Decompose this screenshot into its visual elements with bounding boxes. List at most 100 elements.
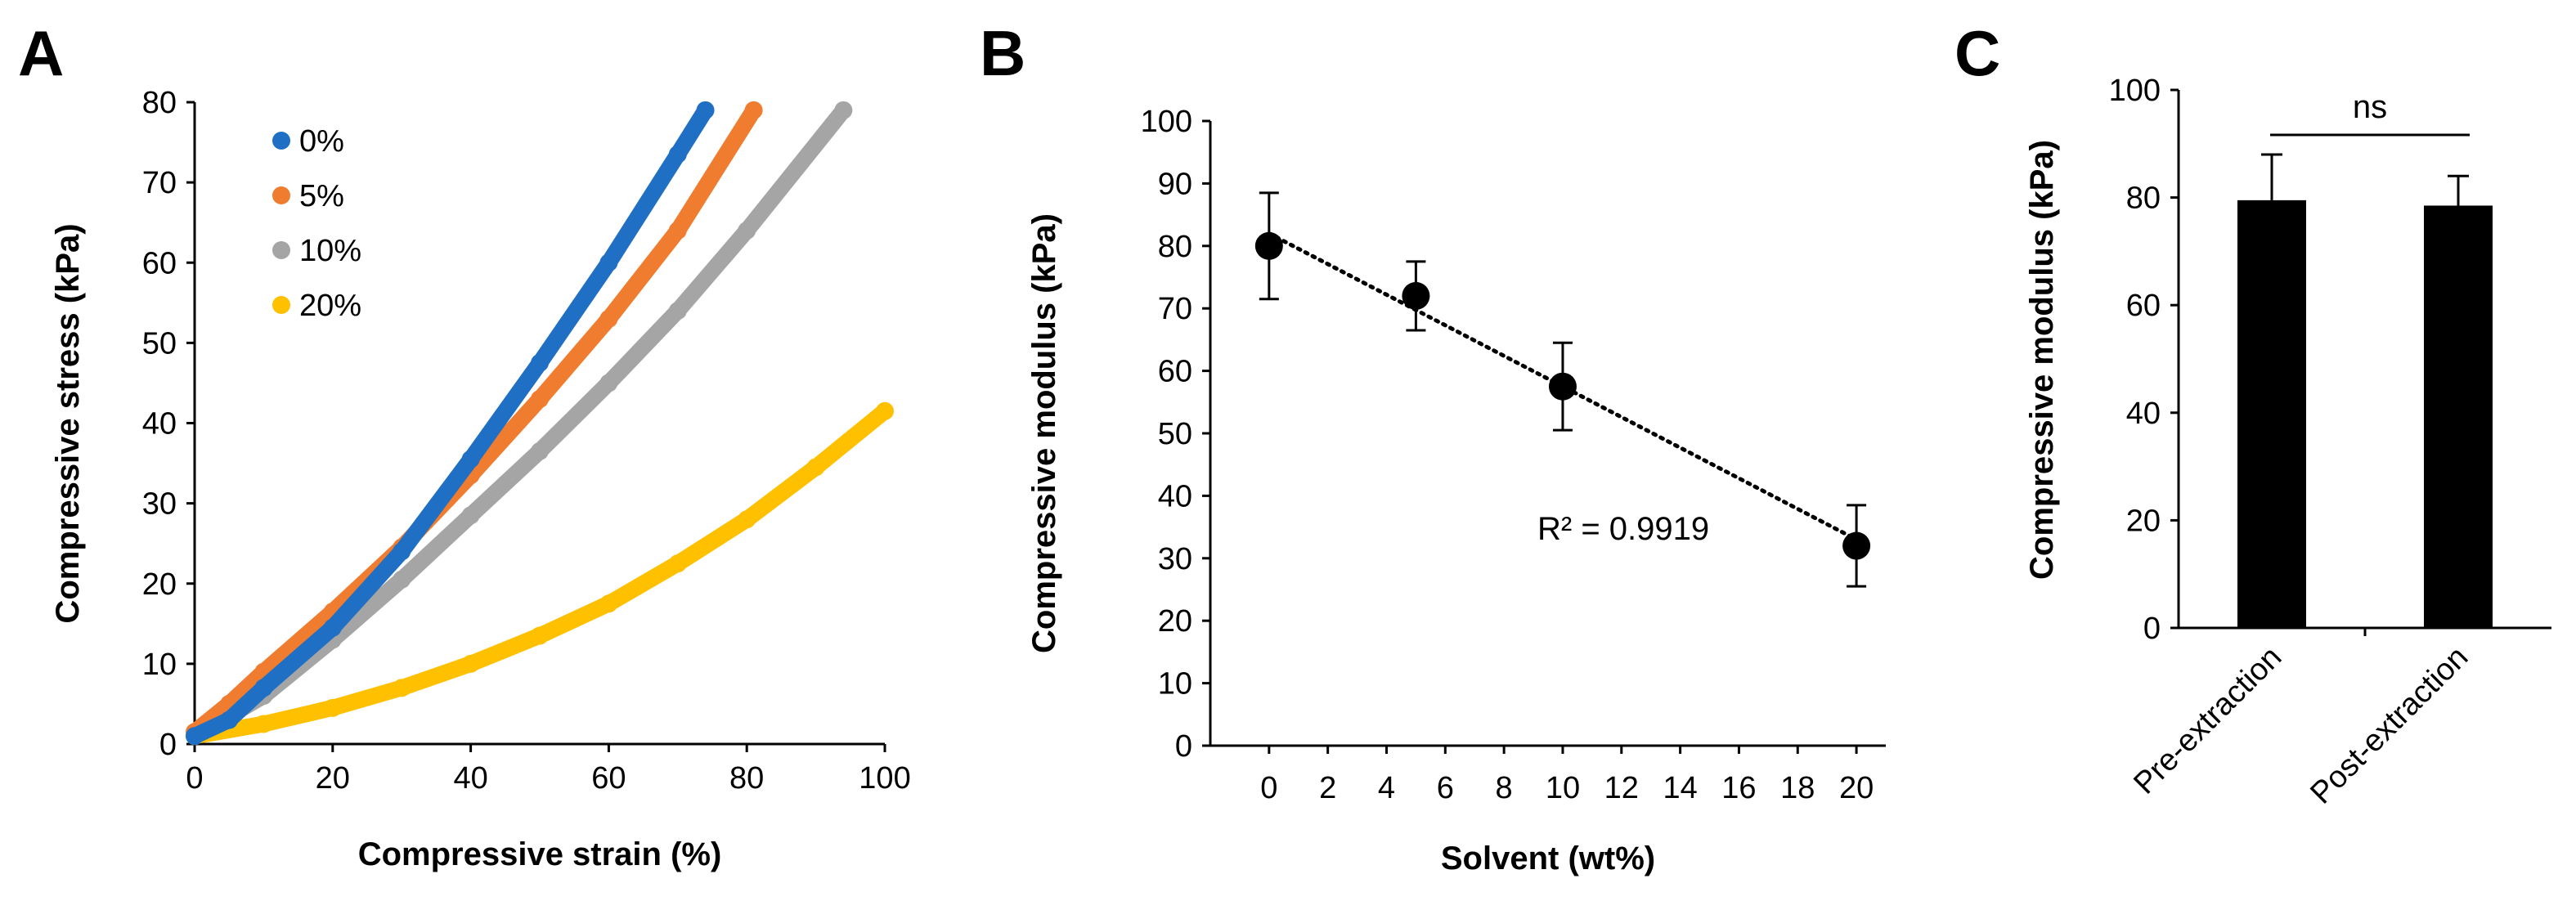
panel-b-x-tick-label: 18	[1780, 771, 1815, 805]
panel-c-bar	[2424, 205, 2493, 629]
panel-a-data-point	[744, 101, 763, 119]
panel-a-y-tick-labels: 0 10 20 30 40 50 60 70 80	[142, 86, 177, 762]
panel-a-legend-marker	[272, 296, 290, 314]
panel-a-data-point	[254, 715, 273, 733]
panel-a-x-tick-label: 60	[591, 761, 626, 796]
panel-c-bars	[2237, 199, 2493, 629]
panel-a-data-point	[876, 401, 894, 420]
panel-a-series-line-0%	[186, 101, 714, 745]
panel-a-y-tick-label: 40	[142, 407, 177, 442]
panel-a-data-point	[738, 510, 756, 529]
panel-a-letter: A	[18, 17, 64, 89]
panel-b-data-point	[1548, 372, 1577, 401]
panel-c-y-axis-title: Compressive modulus (kPa)	[2024, 140, 2060, 580]
panel-b-x-tick-label: 14	[1663, 771, 1697, 805]
panel-c-y-tick-label: 100	[2109, 74, 2161, 108]
panel-c-x-tick-labels: Pre-extraction Post-extraction	[2127, 640, 2475, 811]
panel-a-data-point	[696, 101, 715, 119]
panel-a-y-tick-label: 50	[142, 326, 177, 361]
panel-a-data-point	[668, 554, 687, 573]
panel-b-data-point	[1254, 231, 1283, 260]
panel-b-r-squared: R² = 0.9919	[1537, 511, 1709, 547]
panel-b-x-tick-label: 10	[1546, 771, 1580, 805]
panel-b: B 0 10 20 30 40 50 60 70 80 90 100 0 2 4 6 8 10 12 14 16 18…	[980, 17, 1886, 876]
panel-b-x-tick-label: 4	[1378, 771, 1395, 805]
panel-a-data-point	[531, 442, 549, 460]
panel-a-legend-marker	[272, 241, 290, 259]
panel-a-data-point	[599, 309, 618, 328]
panel-b-y-tick-label: 90	[1158, 167, 1192, 201]
panel-a-data-point	[393, 570, 411, 589]
panel-a-data-point	[531, 626, 549, 645]
panel-c-x-tick-label: Pre-extraction	[2127, 640, 2288, 801]
panel-a-x-tick-label: 80	[729, 761, 764, 796]
panel-a-data-point	[186, 727, 204, 746]
panel-b-y-tick-label: 40	[1158, 479, 1192, 513]
panel-b-x-tick-labels: 0 2 4 6 8 10 12 14 16 18 20	[1260, 771, 1874, 805]
panel-b-x-tick-label: 2	[1319, 771, 1336, 805]
panel-c-tick-marks	[2170, 88, 2367, 636]
panel-b-y-tick-label: 10	[1158, 667, 1192, 702]
panel-a-data-point	[668, 222, 687, 240]
panel-a-data-point	[531, 390, 549, 409]
panel-a-data-point	[461, 506, 480, 525]
panel-a-data-point	[599, 594, 618, 613]
panel-a-data-point	[220, 711, 239, 729]
panel-a: A 0 10 20 30 40 50 60 70 80 0 20 40 60 80 100 0% 5% 10%…	[18, 17, 911, 872]
panel-a-legend-label: 0%	[299, 124, 344, 159]
panel-b-x-tick-label: 6	[1437, 771, 1454, 805]
panel-b-y-tick-label: 60	[1158, 355, 1192, 389]
panel-b-x-tick-label: 16	[1721, 771, 1756, 805]
panel-c-y-tick-label: 0	[2143, 612, 2161, 646]
panel-a-y-tick-label: 20	[142, 567, 177, 602]
panel-a-y-tick-label: 30	[142, 487, 177, 522]
panel-c-error-bars	[2261, 153, 2469, 206]
panel-a-data-point	[806, 458, 825, 477]
panel-a-legend: 0% 5% 10% 20%	[272, 124, 361, 323]
panel-b-data-point	[1842, 531, 1871, 560]
panel-c-x-tick-label: Post-extraction	[2304, 640, 2475, 811]
panel-b-y-tick-label: 50	[1158, 417, 1192, 451]
panel-b-y-tick-label: 30	[1158, 542, 1192, 576]
panel-a-data-point	[393, 679, 411, 697]
panel-b-tick-marks	[1202, 119, 1858, 754]
panel-a-data-point	[738, 222, 756, 240]
panel-b-data-point	[1402, 281, 1430, 310]
panel-b-y-tick-labels: 0 10 20 30 40 50 60 70 80 90 100	[1141, 105, 1192, 764]
panel-a-y-tick-label: 10	[142, 648, 177, 682]
panel-b-x-tick-label: 8	[1496, 771, 1513, 805]
panel-a-data-point	[254, 679, 273, 697]
panel-b-x-tick-label: 0	[1260, 771, 1277, 805]
panel-a-legend-label: 10%	[299, 234, 361, 268]
panel-c-y-tick-label: 60	[2126, 289, 2161, 323]
panel-a-x-tick-label: 0	[186, 761, 203, 796]
panel-a-y-tick-label: 60	[142, 246, 177, 280]
panel-a-data-point	[599, 374, 618, 392]
panel-a-data-point	[531, 353, 549, 372]
panel-b-x-tick-label: 20	[1839, 771, 1874, 805]
panel-c-significance-label: ns	[2353, 89, 2387, 125]
panel-a-y-tick-label: 0	[159, 728, 177, 762]
panel-c: C 0 20 40 60 80 100 ns Pre-extraction Post-ext…	[1954, 17, 2551, 811]
panel-c-bar	[2237, 199, 2306, 628]
panel-a-data-point	[393, 542, 411, 561]
panel-a-y-tick-label: 80	[142, 86, 177, 120]
panel-c-y-tick-labels: 0 20 40 60 80 100	[2109, 74, 2161, 646]
panel-a-data-point	[668, 145, 687, 164]
panel-c-y-tick-label: 80	[2126, 182, 2161, 216]
panel-a-legend-label: 5%	[299, 179, 344, 213]
panel-a-data-point	[461, 450, 480, 468]
panel-a-x-tick-label: 20	[316, 761, 350, 796]
panel-c-letter: C	[1954, 17, 2000, 89]
panel-b-y-tick-label: 80	[1158, 230, 1192, 264]
panel-b-x-tick-label: 12	[1604, 771, 1639, 805]
panel-a-data-point	[668, 302, 687, 321]
panel-b-y-tick-label: 70	[1158, 292, 1192, 326]
panel-a-y-axis-title: Compressive stress (kPa)	[50, 223, 86, 623]
panel-b-y-tick-label: 20	[1158, 604, 1192, 639]
panel-a-data-point	[323, 618, 342, 637]
panel-a-x-axis-title: Compressive strain (%)	[358, 836, 722, 872]
panel-a-legend-marker	[272, 132, 290, 150]
panel-b-y-tick-label: 0	[1175, 729, 1192, 764]
